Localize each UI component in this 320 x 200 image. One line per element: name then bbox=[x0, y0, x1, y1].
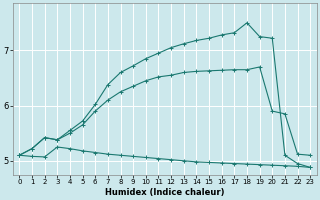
X-axis label: Humidex (Indice chaleur): Humidex (Indice chaleur) bbox=[105, 188, 225, 197]
